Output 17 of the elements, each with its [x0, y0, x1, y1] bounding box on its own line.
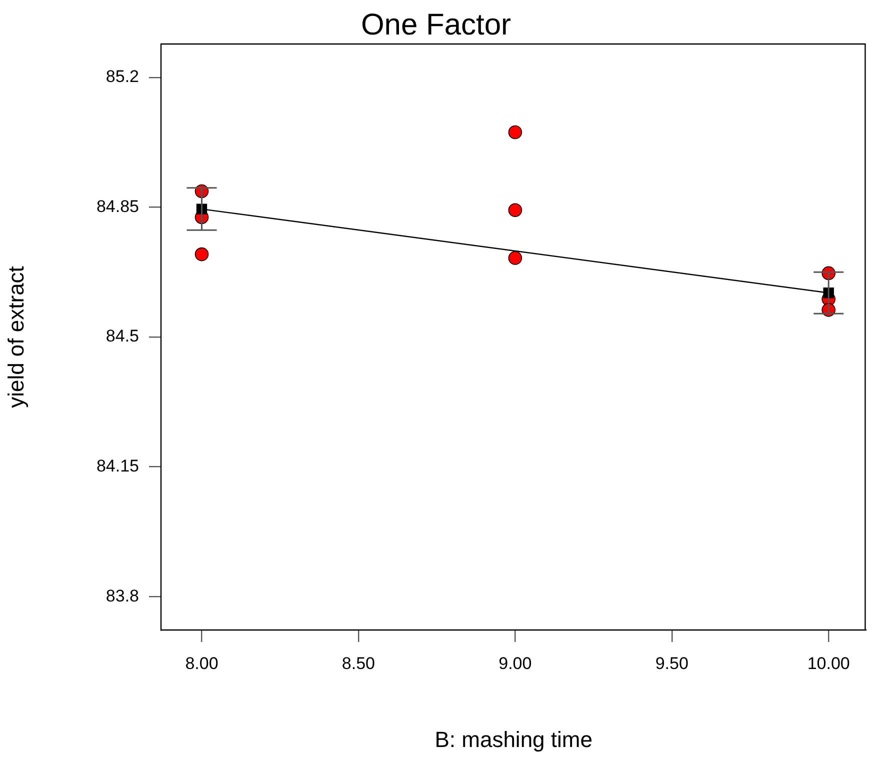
y-tick-label: 84.85 — [96, 196, 139, 216]
point — [508, 251, 522, 265]
y-tick-label: 85.2 — [106, 67, 139, 86]
point — [508, 203, 522, 218]
y-tick-label: 84.15 — [96, 456, 139, 476]
x-tick-label: 8.00 — [185, 654, 218, 673]
x-axis-title: B: mashing time — [434, 726, 592, 752]
x-tick-label: 10.00 — [807, 654, 850, 673]
y-tick-label: 84.5 — [106, 326, 139, 346]
x-tick-label: 9.00 — [498, 654, 532, 673]
point — [508, 125, 522, 140]
point — [194, 247, 209, 262]
chart-title: One Factor — [360, 8, 512, 42]
x-tick-label: 9.50 — [655, 654, 688, 673]
y-axis-title: yield of extract — [3, 266, 28, 408]
y-tick-label: 83.8 — [106, 586, 139, 606]
x-tick-label: 8.50 — [342, 654, 376, 673]
